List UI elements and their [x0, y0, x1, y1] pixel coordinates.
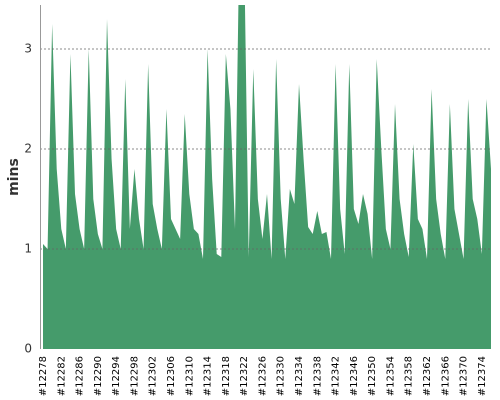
- area: [43, 5, 491, 349]
- x-tick-label: #12362: [422, 356, 433, 396]
- x-tick-label: #12342: [331, 356, 342, 396]
- y-tick-label: 2: [24, 142, 32, 156]
- y-tick-label: 1: [24, 242, 32, 256]
- x-tick-label: #12346: [349, 356, 360, 396]
- x-tick-label: #12302: [148, 356, 159, 396]
- x-tick-label: #12334: [294, 356, 305, 396]
- x-tick-label: #12306: [166, 356, 177, 396]
- x-tick-label: #12358: [404, 356, 415, 396]
- x-tick-label: #12294: [111, 356, 122, 396]
- y-axis-label: mins: [6, 158, 22, 196]
- x-tick-label: #12330: [276, 356, 287, 396]
- x-tick-label: #12366: [440, 356, 451, 396]
- x-tick-label: #12370: [459, 356, 470, 396]
- x-tick-label: #12350: [367, 356, 378, 396]
- x-tick-label: #12314: [203, 356, 214, 396]
- x-tick-label: #12374: [477, 356, 488, 396]
- x-tick-label: #12318: [221, 356, 232, 396]
- x-tick-label: #12354: [385, 356, 396, 396]
- y-tick-label: 3: [24, 42, 32, 56]
- x-tick-label: #12338: [312, 356, 323, 396]
- x-tick-label: #12322: [239, 356, 250, 396]
- x-tick-label: #12326: [257, 356, 268, 396]
- y-tick-label: 0: [24, 342, 32, 356]
- x-tick-label: #12310: [184, 356, 195, 396]
- x-tick-label: #12286: [75, 356, 86, 396]
- x-tick-label: #12290: [93, 356, 104, 396]
- x-tick-label: #12278: [38, 356, 49, 396]
- x-tick-label: #12298: [129, 356, 140, 396]
- x-tick-label: #12282: [56, 356, 67, 396]
